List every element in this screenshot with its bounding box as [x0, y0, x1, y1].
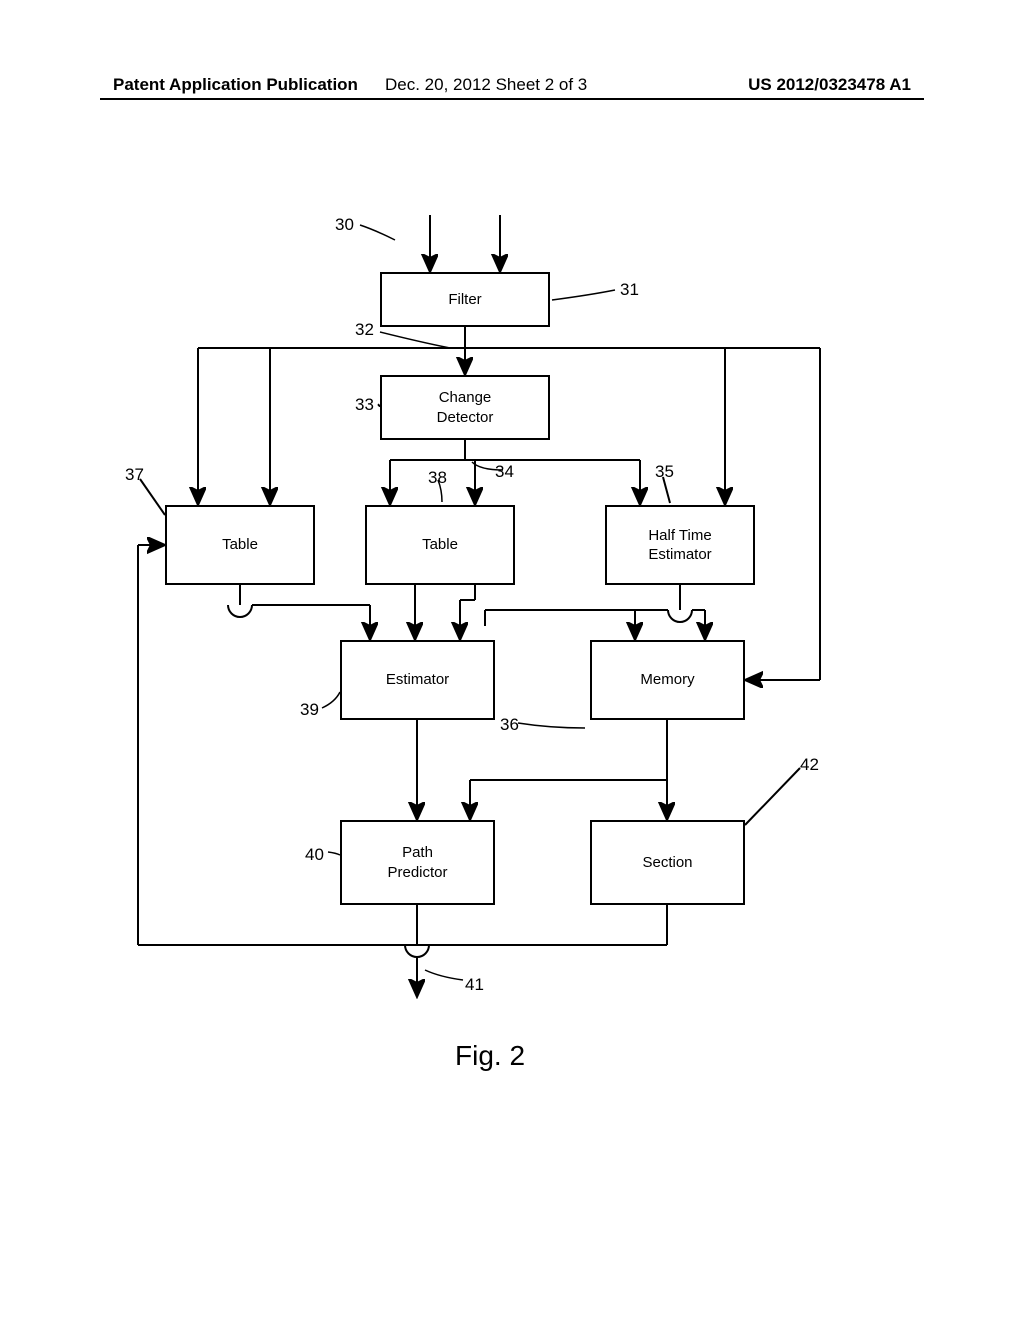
section-box: Section	[590, 820, 745, 905]
section-label: Section	[642, 853, 692, 873]
ref-42: 42	[800, 755, 819, 775]
halftime-label2: Estimator	[648, 545, 711, 565]
change-detector-label2: Detector	[437, 408, 494, 428]
change-detector-label1: Change	[439, 388, 492, 408]
halftime-label1: Half Time	[648, 526, 711, 546]
ref-38: 38	[428, 468, 447, 488]
figure-caption: Fig. 2	[455, 1040, 525, 1072]
ref-36: 36	[500, 715, 519, 735]
ref-41: 41	[465, 975, 484, 995]
table-38-label: Table	[422, 535, 458, 555]
path-predictor-label2: Predictor	[387, 863, 447, 883]
table-38-box: Table	[365, 505, 515, 585]
block-diagram: Filter Change Detector Table Table Half …	[80, 180, 944, 1230]
memory-box: Memory	[590, 640, 745, 720]
estimator-label: Estimator	[386, 670, 449, 690]
header-underline	[100, 98, 924, 100]
halftime-estimator-box: Half Time Estimator	[605, 505, 755, 585]
ref-31: 31	[620, 280, 639, 300]
filter-label: Filter	[448, 290, 481, 310]
filter-box: Filter	[380, 272, 550, 327]
table-37-box: Table	[165, 505, 315, 585]
change-detector-box: Change Detector	[380, 375, 550, 440]
header-left-text: Patent Application Publication	[113, 75, 358, 95]
memory-label: Memory	[640, 670, 694, 690]
connector-lines	[80, 180, 944, 1230]
header-center-text: Dec. 20, 2012 Sheet 2 of 3	[385, 75, 587, 95]
ref-40: 40	[305, 845, 324, 865]
page-header: Patent Application Publication Dec. 20, …	[0, 75, 1024, 105]
ref-33: 33	[355, 395, 374, 415]
ref-34: 34	[495, 462, 514, 482]
table-37-label: Table	[222, 535, 258, 555]
ref-39: 39	[300, 700, 319, 720]
header-right-text: US 2012/0323478 A1	[748, 75, 911, 95]
ref-32: 32	[355, 320, 374, 340]
ref-30: 30	[335, 215, 354, 235]
ref-37: 37	[125, 465, 144, 485]
path-predictor-box: Path Predictor	[340, 820, 495, 905]
estimator-box: Estimator	[340, 640, 495, 720]
ref-35: 35	[655, 462, 674, 482]
path-predictor-label1: Path	[402, 843, 433, 863]
